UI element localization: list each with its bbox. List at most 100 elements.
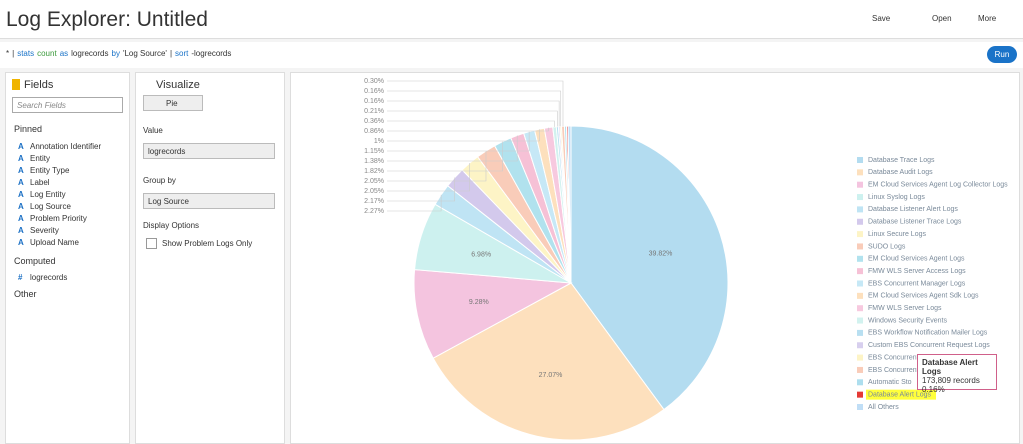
legend-swatch (857, 206, 863, 213)
tooltip: Database Alert Logs 173,809 records 0.16… (917, 354, 997, 394)
query-token: | (12, 49, 15, 58)
slice-label: 0.36% (364, 118, 384, 125)
field-type-icon: A (18, 202, 24, 211)
field-item[interactable]: # logrecords (18, 272, 67, 284)
legend-swatch (857, 181, 863, 188)
query-token: as (59, 49, 69, 58)
run-button[interactable]: Run (987, 46, 1017, 63)
legend-label: FMW WLS Server Access Logs (868, 268, 966, 275)
slice-label: 1% (374, 138, 384, 145)
field-name: logrecords (30, 273, 68, 282)
field-type-icon: A (18, 166, 24, 175)
field-type-icon: A (18, 142, 24, 151)
legend-label: All Others (868, 404, 899, 411)
section-title[interactable]: Other (14, 289, 37, 299)
tooltip-percent: 0.16% (922, 385, 945, 394)
field-name: Entity Type (30, 166, 70, 175)
legend-label: EBS Concurrent (868, 367, 919, 374)
field-label: Value (143, 126, 163, 135)
legend-label: Database Audit Logs (868, 169, 933, 176)
query-token: * (6, 49, 10, 58)
search-input[interactable]: Search Fields (12, 97, 123, 113)
leader-line (387, 141, 503, 172)
field-item[interactable]: A Severity (18, 225, 101, 237)
field-item[interactable]: A Problem Priority (18, 213, 101, 225)
legend-label: Database Alert Logs (868, 391, 932, 398)
leader-line (387, 131, 530, 152)
field-item[interactable]: A Upload Name (18, 237, 101, 249)
slice-label: 27.07% (539, 372, 563, 379)
panel-title: Visualize (156, 79, 200, 91)
legend-swatch (857, 268, 863, 275)
query-token: | (169, 49, 173, 58)
slice-label: 1.82% (364, 168, 384, 175)
field-item[interactable]: A Log Source (18, 201, 101, 213)
legend-swatch (857, 329, 863, 336)
field-name: Problem Priority (30, 214, 87, 223)
value-field[interactable]: logrecords (143, 143, 275, 159)
field-item[interactable]: A Log Entity (18, 189, 101, 201)
legend-swatch (857, 292, 863, 299)
legend-swatch (857, 366, 863, 373)
legend-highlight (866, 389, 936, 400)
legend-swatch (857, 379, 863, 386)
leader-line (387, 163, 470, 192)
open-button[interactable]: Open (932, 14, 952, 23)
section-title[interactable]: Computed (14, 256, 56, 266)
chart-panel: 39.82% 27.07% 9.28% 6.98% 2.27% 2.17% 2.05% 2.0… (290, 72, 1020, 444)
field-name: Log Source (30, 202, 71, 211)
legend-swatch (857, 342, 863, 349)
legend-label: EM Cloud Services Agent Sdk Logs (868, 293, 979, 300)
field-type-icon: A (18, 190, 24, 199)
legend-swatch (857, 255, 863, 262)
field-item[interactable]: A Entity (18, 153, 101, 165)
legend-swatch (857, 354, 863, 361)
field-item[interactable]: A Entity Type (18, 165, 101, 177)
pinned-list: A Annotation Identifier A Entity A Entity Typ… (18, 141, 101, 249)
save-button[interactable]: Save (872, 14, 891, 23)
pie-slice (567, 125, 572, 284)
slice-label: 0.21% (364, 108, 384, 115)
field-name: Entity (30, 154, 51, 163)
query-bar[interactable]: * | stats count as logrecords by 'Log Source' | s… (0, 42, 1023, 68)
slice-label: 6.98% (471, 252, 491, 259)
tooltip-title: Database Alert Logs (922, 358, 978, 376)
checkbox[interactable] (146, 238, 157, 249)
leader-line (387, 90, 562, 127)
legend-label: Linux Secure Logs (868, 231, 926, 238)
slice-label: 1.38% (364, 158, 384, 165)
legend-label: EBS Workflow Notification Mailer Logs (868, 330, 988, 337)
field-name: Log Entity (30, 190, 66, 199)
leader-line (387, 177, 455, 202)
slice-label: 2.17% (364, 198, 384, 205)
slice-label: 9.28% (469, 299, 489, 306)
fields-panel: Fields Search Fields Pinned A Annotation … (5, 72, 130, 444)
pie-chart: 39.82% 27.07% 9.28% 6.98% 2.27% 2.17% 2.05% 2.0… (364, 78, 1008, 441)
fields-icon (12, 79, 20, 90)
section-title[interactable]: Pinned (14, 124, 43, 134)
header: Log Explorer: Untitled Save Open More (0, 0, 1023, 39)
legend-swatch (857, 194, 863, 201)
legend-label: Database Listener Alert Logs (868, 206, 958, 213)
legend-swatch (857, 317, 863, 324)
field-type-icon: A (18, 226, 24, 235)
group-by-field[interactable]: Log Source (143, 193, 275, 209)
leader-line (387, 135, 518, 162)
legend-swatch (857, 169, 863, 176)
query-token: -logrecords (191, 49, 232, 58)
field-item[interactable]: A Label (18, 177, 101, 189)
legend-label: Automatic Sto (868, 379, 912, 386)
slice-label: 0.16% (364, 98, 384, 105)
slice-label: 1.15% (364, 148, 384, 155)
computed-list: # logrecords (18, 272, 67, 284)
slice-label: 0.16% (364, 88, 384, 95)
more-button[interactable]: More (978, 14, 997, 23)
slice-label: 2.27% (364, 208, 384, 215)
legend-label: Database Listener Trace Logs (868, 219, 962, 226)
field-type-icon: A (18, 154, 24, 163)
chart-type-select[interactable]: Pie (143, 95, 203, 111)
field-item[interactable]: A Annotation Identifier (18, 141, 101, 153)
query-token: stats (17, 49, 35, 58)
field-name: Label (30, 178, 50, 187)
legend-label: SUDO Logs (868, 243, 906, 250)
